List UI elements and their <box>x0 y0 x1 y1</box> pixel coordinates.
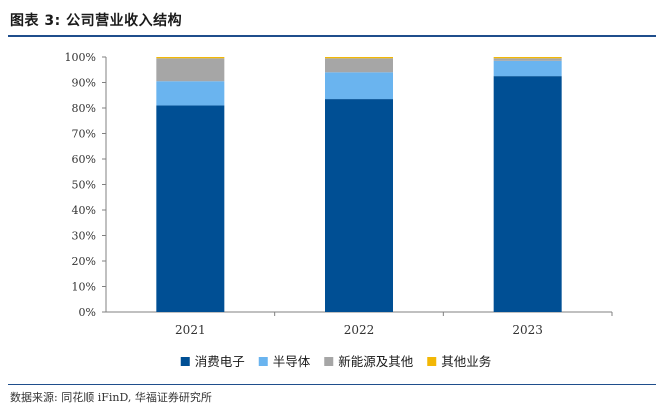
y-tick-label: 70% <box>72 128 96 141</box>
y-tick-label: 30% <box>72 230 96 243</box>
y-tick-label: 80% <box>72 102 96 115</box>
bar-segment <box>493 76 562 312</box>
y-tick-label: 100% <box>65 51 96 64</box>
legend-swatch <box>324 357 334 366</box>
bar-segment <box>493 57 562 59</box>
legend-label: 新能源及其他 <box>338 354 414 369</box>
legend-label: 半导体 <box>273 354 311 369</box>
x-tick-label: 2021 <box>175 323 206 337</box>
stacked-bar-chart: 0%10%20%30%40%50%60%70%80%90%100% 2021 20… <box>65 51 613 369</box>
y-tick-label: 10% <box>72 281 96 294</box>
bar-segment <box>156 81 225 106</box>
y-tick-label: 20% <box>72 255 96 268</box>
y-tick-label: 50% <box>72 179 96 192</box>
y-tick-label: 60% <box>72 153 96 166</box>
title-rule <box>8 35 656 37</box>
bar-segment <box>325 72 393 100</box>
legend-item: 半导体 <box>258 354 311 369</box>
bar-segment <box>156 57 225 59</box>
figure-title: 图表 3: 公司营业收入结构 <box>10 13 183 29</box>
legend-label: 其他业务 <box>441 354 491 369</box>
source-rule <box>8 384 656 385</box>
y-tick-label: 0% <box>79 306 96 319</box>
bar-segment <box>493 58 562 61</box>
legend: 消费电子 半导体 新能源及其他 其他业务 <box>180 354 491 369</box>
bar-segment <box>325 58 393 73</box>
y-axis: 0% 10% 20% 30% 40% 50% 60% 70% 80% 90% 100% <box>65 51 107 319</box>
y-tick-label: 90% <box>72 77 96 90</box>
legend-swatch <box>427 357 437 366</box>
bar-segment <box>156 105 225 312</box>
bar-segment <box>325 57 393 59</box>
legend-item: 消费电子 <box>180 354 245 369</box>
bars <box>156 57 562 312</box>
bar-segment <box>493 60 562 77</box>
bar-segment <box>156 58 225 82</box>
legend-swatch <box>258 357 268 366</box>
legend-label: 消费电子 <box>195 354 245 369</box>
y-tick-label: 40% <box>72 204 96 217</box>
legend-item: 新能源及其他 <box>324 354 414 369</box>
x-axis: 2021 2022 2023 <box>106 311 613 337</box>
legend-item: 其他业务 <box>427 354 491 369</box>
bar-segment <box>325 99 393 312</box>
legend-swatch <box>180 357 190 366</box>
x-tick-label: 2023 <box>512 323 543 337</box>
source-note: 数据来源: 同花顺 iFinD, 华福证券研究所 <box>10 391 212 404</box>
x-tick-label: 2022 <box>344 323 375 337</box>
